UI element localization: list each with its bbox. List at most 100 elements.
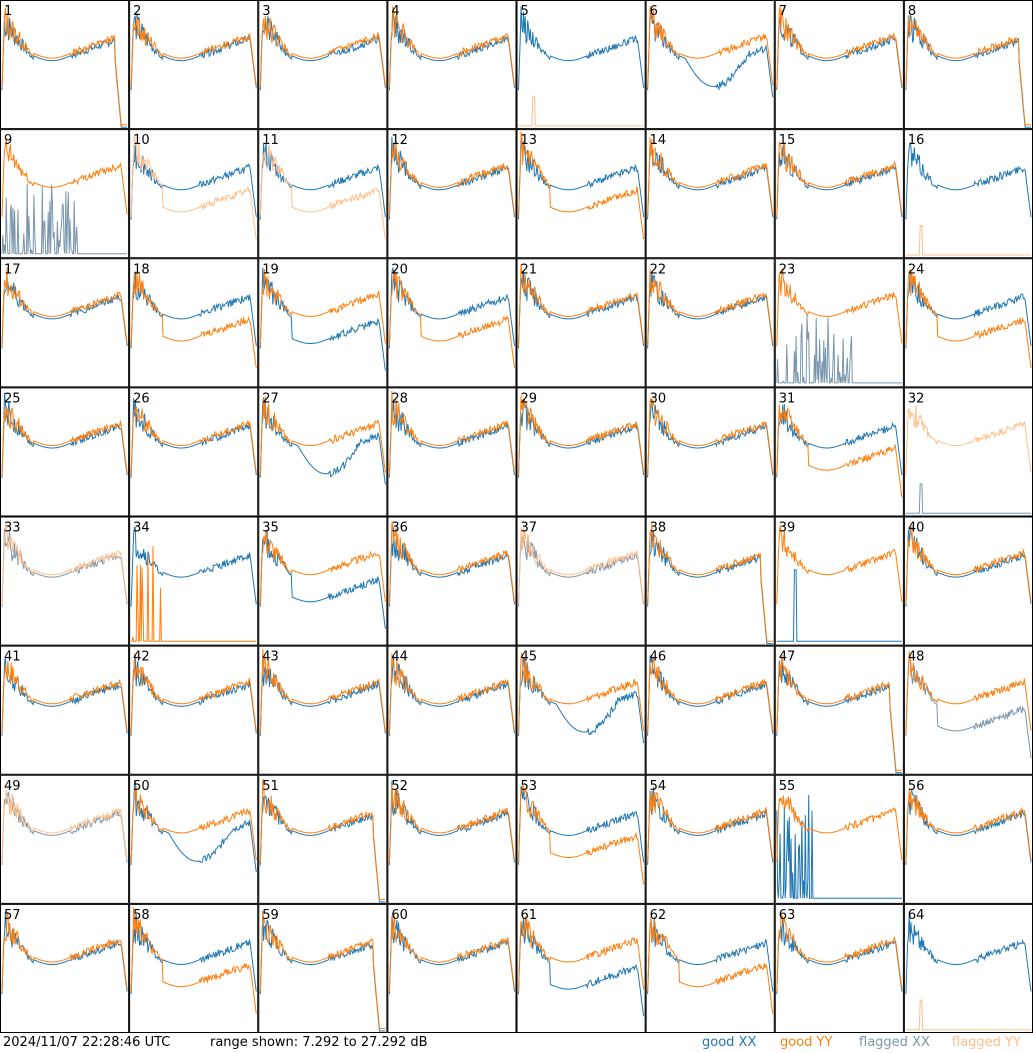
series-xx-good xyxy=(130,526,257,607)
panel-23: 23 xyxy=(774,258,904,388)
panel-61: 61 xyxy=(516,903,646,1033)
panel-8: 8 xyxy=(903,0,1033,130)
panel-label: 20 xyxy=(391,262,408,277)
series-yy-good xyxy=(259,648,386,734)
panel-38: 38 xyxy=(645,516,775,646)
panel-label: 2 xyxy=(133,4,141,19)
panel-3: 3 xyxy=(258,0,388,130)
panel-1: 1 xyxy=(0,0,130,130)
series-yy-flagged xyxy=(1,790,128,863)
panel-7: 7 xyxy=(774,0,904,130)
series-xx-good xyxy=(1,911,128,995)
panel-15: 15 xyxy=(774,129,904,259)
series-xx-good xyxy=(388,780,515,865)
panel-28: 28 xyxy=(387,387,517,517)
panel-frame xyxy=(258,258,388,388)
timestamp: 2024/11/07 22:28:46 UTC xyxy=(3,1035,171,1050)
panel-13: 13 xyxy=(516,129,646,259)
panel-label: 35 xyxy=(262,521,279,536)
series-xx-good xyxy=(776,16,903,91)
series-yy-good xyxy=(1,8,128,126)
panel-label: 4 xyxy=(391,4,399,19)
series-xx-good xyxy=(905,912,1032,995)
series-yy-good xyxy=(776,653,902,771)
panel-frame xyxy=(258,0,388,130)
panel-frame xyxy=(387,387,517,517)
series-yy-good xyxy=(647,268,774,347)
panel-frame xyxy=(0,0,130,130)
panel-label: 5 xyxy=(521,4,529,19)
series-xx-good xyxy=(647,917,774,995)
series-yy-good xyxy=(776,524,903,605)
panel-16: 16 xyxy=(903,129,1033,259)
series-yy-good xyxy=(259,911,386,1029)
panel-label: 30 xyxy=(650,391,667,406)
panel-59: 59 xyxy=(258,903,388,1033)
series-yy-flagged xyxy=(1,522,128,605)
series-xx-good xyxy=(518,657,645,743)
series-yy-good xyxy=(1,267,128,347)
panel-label: 40 xyxy=(908,521,925,536)
panel-frame xyxy=(387,129,517,259)
panel-label: 22 xyxy=(650,262,667,277)
panel-11: 11 xyxy=(258,129,388,259)
panel-frame xyxy=(903,0,1033,130)
series-yy-good xyxy=(647,396,774,476)
panel-frame xyxy=(645,387,775,517)
panel-36: 36 xyxy=(387,516,517,646)
series-yy-flagged xyxy=(130,134,257,240)
panel-62: 62 xyxy=(645,903,775,1033)
panel-frame xyxy=(774,129,904,259)
series-yy-good xyxy=(1,405,128,476)
panel-frame xyxy=(903,903,1033,1033)
panel-label: 26 xyxy=(133,391,150,406)
panel-40: 40 xyxy=(903,516,1033,646)
series-xx-good xyxy=(647,399,774,478)
panel-frame xyxy=(774,387,904,517)
panel-frame xyxy=(387,0,517,130)
panel-label: 37 xyxy=(521,521,538,536)
panel-51: 51 xyxy=(258,774,388,904)
panel-frame xyxy=(516,516,646,646)
panel-label: 60 xyxy=(391,908,408,923)
panel-label: 17 xyxy=(4,262,21,277)
panel-label: 39 xyxy=(779,521,796,536)
series-yy-good xyxy=(130,17,257,88)
legend-good-yy: good YY xyxy=(780,1035,833,1050)
series-xx-good xyxy=(259,529,386,629)
series-yy-good xyxy=(130,907,257,1014)
series-xx-good xyxy=(259,397,386,485)
panel-label: 42 xyxy=(133,650,150,665)
panel-58: 58 xyxy=(129,903,259,1033)
series-yy-good xyxy=(388,270,515,369)
panel-label: 57 xyxy=(4,908,21,923)
series-yy-good xyxy=(776,914,903,992)
panel-37: 37 xyxy=(516,516,646,646)
panel-19: 19 xyxy=(258,258,388,388)
panel-label: 9 xyxy=(4,133,12,148)
panel-label: 16 xyxy=(908,133,925,148)
panel-label: 18 xyxy=(133,262,150,277)
series-yy-good xyxy=(259,269,386,347)
panel-47: 47 xyxy=(774,645,904,775)
series-xx-good xyxy=(518,917,645,1017)
series-xx-good xyxy=(388,12,515,91)
series-xx-good xyxy=(776,794,902,899)
series-xx-good xyxy=(776,144,903,220)
panel-label: 32 xyxy=(908,391,925,406)
panel-label: 44 xyxy=(391,650,408,665)
panel-frame xyxy=(774,516,904,646)
panel-label: 51 xyxy=(262,779,279,794)
panel-24: 24 xyxy=(903,258,1033,388)
series-yy-good xyxy=(130,405,257,476)
panel-frame xyxy=(774,258,904,388)
panel-57: 57 xyxy=(0,903,130,1033)
series-xx-good xyxy=(130,397,257,478)
panel-frame xyxy=(258,645,388,775)
panel-frame xyxy=(516,903,646,1033)
panel-frame xyxy=(774,903,904,1033)
panel-label: 31 xyxy=(779,391,796,406)
panel-label: 27 xyxy=(262,391,279,406)
series-yy-flagged xyxy=(905,225,1031,256)
panel-frame xyxy=(0,774,130,904)
